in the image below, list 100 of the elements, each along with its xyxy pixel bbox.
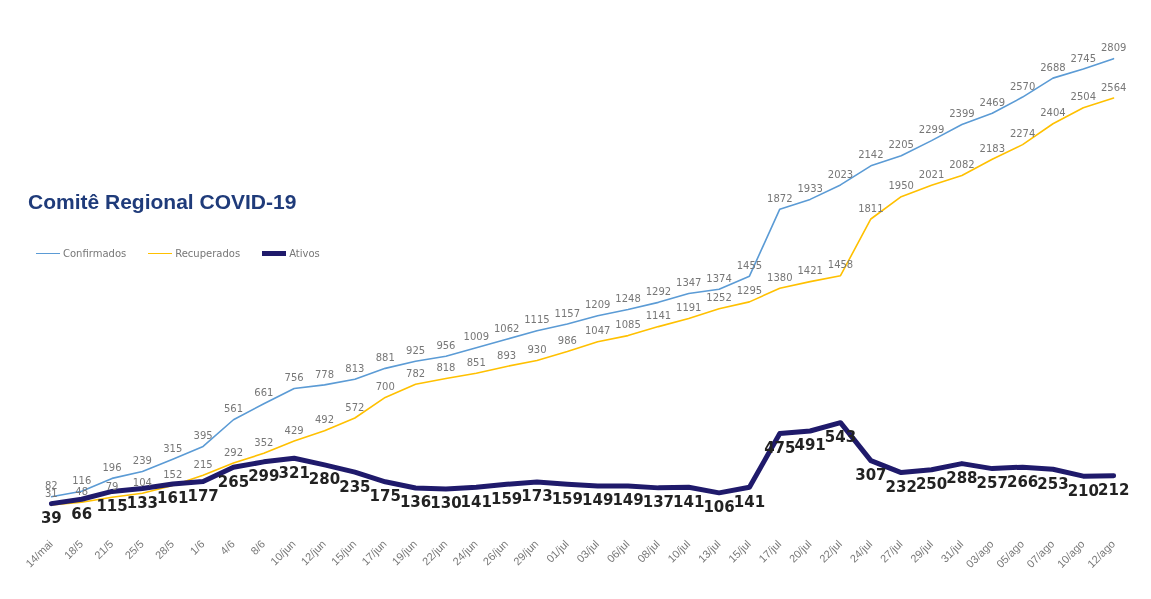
data-label: 299 [248,467,280,486]
data-label: 813 [345,362,365,374]
data-label: 930 [527,344,547,356]
data-label: 215 [193,458,213,470]
legend-label: Confirmados [62,248,127,259]
data-label: 491 [794,436,826,455]
data-label: 152 [163,469,183,481]
data-label: 778 [314,368,335,380]
data-label: 881 [375,351,395,363]
data-label: 1085 [615,319,641,331]
data-label: 288 [946,469,978,488]
data-label: 2570 [1009,80,1036,92]
data-label: 232 [885,478,917,496]
data-label: 1380 [767,271,793,283]
data-label: 1252 [706,292,732,304]
data-label: 2399 [949,108,975,120]
data-label: 141 [460,492,492,511]
data-label: 1421 [797,265,823,277]
data-label: 39 [40,509,62,527]
data-label: 159 [551,489,583,508]
data-label: 925 [406,344,426,356]
data-label: 2023 [827,168,854,180]
data-label: 1295 [736,285,763,297]
data-label: 137 [642,493,675,512]
data-label: 173 [521,487,553,506]
data-label: 116 [72,474,92,486]
data-label: 159 [490,489,523,508]
data-label: 130 [430,494,462,513]
data-label: 315 [163,442,183,454]
x-tick-label: 8/6 [248,537,268,557]
data-label: 177 [187,486,219,505]
data-label: 2564 [1100,81,1127,93]
data-label: 851 [466,356,486,368]
data-label: 2183 [979,142,1005,154]
data-label: 106 [703,498,735,517]
data-label: 2404 [1040,107,1066,119]
data-label: 1062 [493,322,520,334]
data-label: 1347 [676,277,702,289]
legend-label: Recuperados [174,248,241,259]
data-label: 175 [369,487,401,506]
data-label: 253 [1037,474,1069,493]
data-label: 2274 [1009,128,1036,140]
x-tick-label: 4/6 [217,537,238,557]
data-label: 1292 [645,285,672,297]
data-label: 2082 [949,159,975,171]
data-label: 2021 [918,168,945,180]
data-label: 893 [497,350,517,362]
data-label: 700 [375,381,395,393]
data-label: 196 [102,461,122,473]
data-label: 239 [132,455,152,467]
data-label: 104 [132,476,152,488]
data-label: 266 [1006,472,1039,491]
data-label: 782 [406,367,426,379]
data-label: 280 [308,470,341,489]
data-label: 66 [71,504,93,523]
x-tick-label: 1/6 [187,537,207,557]
data-label: 572 [345,401,365,413]
data-label: 429 [284,424,304,436]
data-label: 2205 [888,139,914,151]
data-label: 292 [223,446,243,458]
data-label: 1374 [706,272,732,284]
data-label: 1047 [584,325,611,337]
data-label: 818 [436,362,456,374]
data-label: 986 [557,335,577,347]
data-label: 115 [96,496,128,515]
data-label: 492 [314,414,335,426]
data-label: 1209 [584,299,611,311]
data-label: 307 [855,465,887,484]
data-label: 756 [284,372,304,384]
data-label: 1141 [645,310,672,322]
data-label: 2745 [1070,52,1097,64]
data-label: 321 [278,463,310,482]
data-label: 2504 [1070,91,1097,103]
data-label: 161 [157,489,189,508]
data-label: 257 [976,473,1008,492]
data-label: 1933 [797,182,823,194]
data-label: 561 [223,403,243,415]
data-label: 149 [582,491,614,510]
data-label: 1157 [554,307,581,319]
data-label: 149 [612,491,644,510]
data-label: 2688 [1040,61,1066,73]
data-label: 1191 [676,302,702,314]
data-label: 956 [436,339,456,351]
data-label: 2299 [918,124,945,136]
data-label: 352 [254,436,274,448]
legend-label: Ativos [288,248,320,259]
data-label: 235 [339,477,371,496]
data-label: 395 [193,430,213,442]
data-label: 661 [254,387,274,399]
data-label: 1950 [888,180,914,192]
data-label: 136 [399,493,432,512]
data-label: 1009 [463,331,489,343]
data-label: 1115 [524,314,550,326]
data-label: 2469 [979,96,1005,108]
data-label: 1811 [858,202,884,214]
data-label: 1248 [615,293,641,305]
data-label: 1872 [767,192,793,204]
data-label: 2809 [1100,42,1127,54]
data-label: 79 [105,480,119,492]
data-label: 212 [1098,481,1130,500]
